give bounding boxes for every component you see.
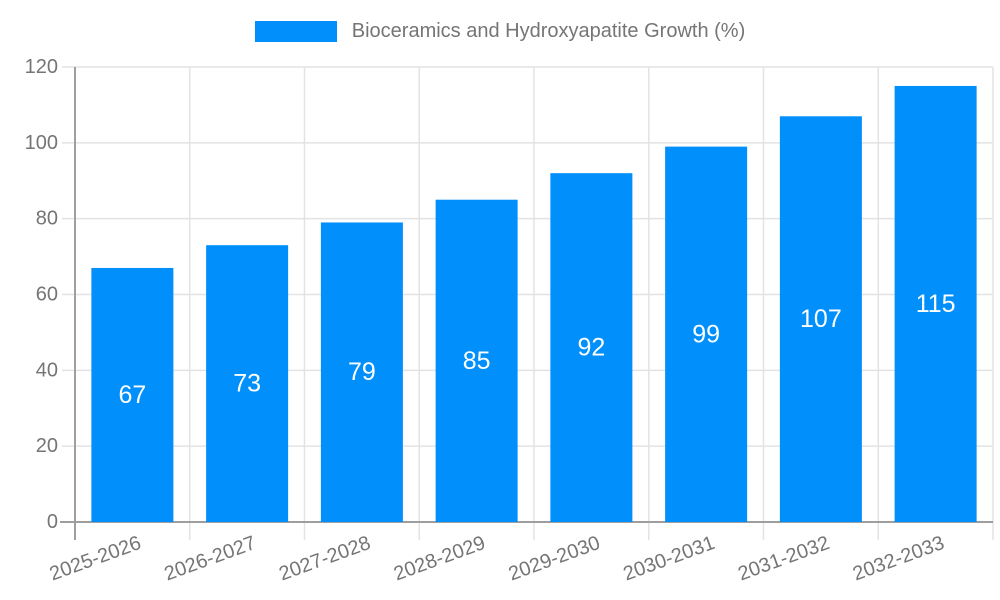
bar-2025-2026[interactable]	[91, 267, 174, 522]
bar-value-label: 73	[233, 370, 261, 398]
bar-value-label: 85	[463, 347, 491, 375]
bar-value-label: 115	[916, 290, 956, 318]
bar-2031-2032[interactable]	[779, 116, 862, 523]
bar-2027-2028[interactable]	[320, 222, 403, 523]
bar-value-label: 107	[800, 305, 842, 333]
bar-2026-2027[interactable]	[206, 245, 289, 523]
y-axis-tick-label: 0	[47, 511, 58, 533]
bar-2032-2033[interactable]	[894, 85, 977, 522]
y-axis-tick-label: 100	[25, 132, 58, 154]
legend-series-label: Bioceramics and Hydroxyapatite Growth (%…	[351, 20, 746, 42]
x-axis-tick-label: 2025-2026	[47, 532, 144, 585]
bar-2029-2030[interactable]	[550, 173, 633, 522]
x-axis-tick-label: 2026-2027	[161, 532, 258, 585]
bar-2030-2031[interactable]	[665, 146, 748, 522]
bar-value-label: 99	[692, 320, 720, 348]
bar-2028-2029[interactable]	[435, 199, 518, 523]
y-axis-tick-label: 80	[36, 208, 58, 230]
y-axis-tick-label: 40	[36, 359, 58, 381]
bar-value-label: 79	[348, 358, 376, 386]
y-axis-tick-label: 20	[36, 435, 58, 457]
y-axis-tick-label: 60	[36, 284, 58, 306]
bar-value-label: 92	[577, 334, 605, 362]
bar-value-label: 67	[118, 381, 146, 409]
x-axis-tick-label: 2030-2031	[620, 532, 717, 585]
legend[interactable]: Bioceramics and Hydroxyapatite Growth (%…	[0, 20, 1000, 43]
legend-marker-swatch	[254, 21, 337, 42]
x-axis-tick-label: 2032-2033	[850, 532, 947, 585]
x-axis-tick-label: 2031-2032	[735, 532, 832, 585]
x-axis-tick-label: 2028-2029	[391, 532, 488, 585]
x-axis-tick-label: 2027-2028	[276, 532, 373, 585]
x-axis-tick-label: 2029-2030	[506, 532, 603, 585]
y-axis-tick-label: 120	[25, 56, 58, 78]
